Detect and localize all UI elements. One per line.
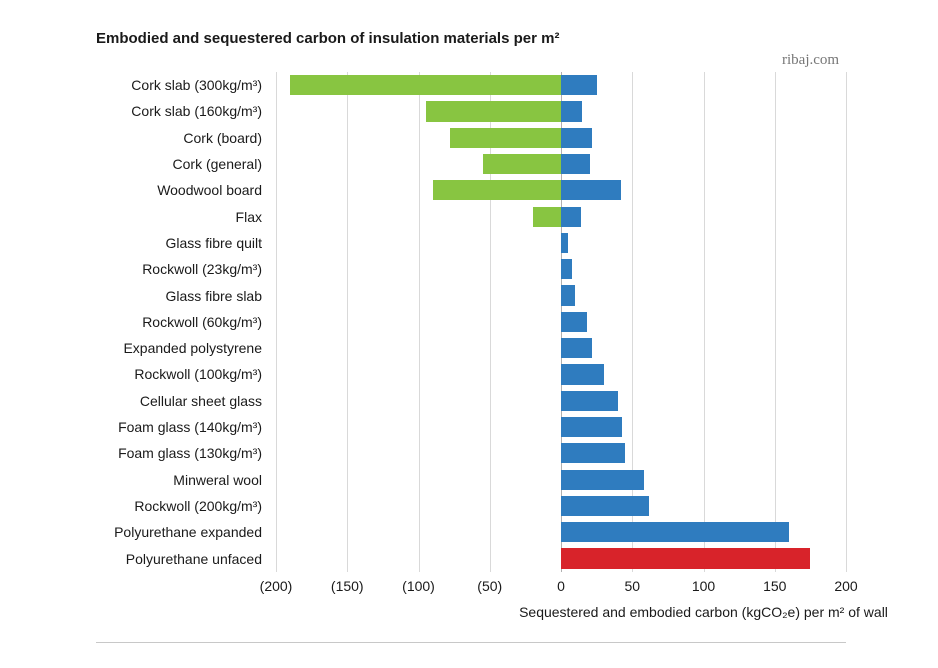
bar-row-label: Expanded polystyrene	[123, 341, 276, 355]
bar-row-label: Minweral wool	[173, 473, 276, 487]
bar-row-label: Cellular sheet glass	[140, 394, 276, 408]
x-tick-label: 150	[763, 578, 786, 594]
bar-row: Expanded polystyrene	[276, 335, 846, 361]
bar-positive	[561, 75, 597, 95]
chart-source: ribaj.com	[782, 52, 839, 69]
bar-positive	[561, 391, 618, 411]
bar-positive	[561, 101, 582, 121]
x-tick-label: (200)	[260, 578, 293, 594]
bar-row-label: Rockwoll (100kg/m³)	[134, 367, 276, 381]
bar-row: Polyurethane expanded	[276, 519, 846, 545]
bar-row: Woodwool board	[276, 177, 846, 203]
bar-row-label: Woodwool board	[157, 183, 276, 197]
bar-row: Rockwoll (23kg/m³)	[276, 256, 846, 282]
x-axis-title: Sequestered and embodied carbon (kgCO₂e)…	[519, 604, 888, 620]
x-tick-label: (50)	[477, 578, 502, 594]
bar-positive	[561, 470, 644, 490]
bar-positive	[561, 285, 575, 305]
bar-negative	[426, 101, 561, 121]
bar-positive	[561, 207, 581, 227]
bar-positive	[561, 496, 649, 516]
bar-row-label: Rockwoll (60kg/m³)	[142, 315, 276, 329]
bar-negative	[483, 154, 561, 174]
bar-row: Glass fibre quilt	[276, 230, 846, 256]
bar-row: Cork slab (300kg/m³)	[276, 72, 846, 98]
bar-row-label: Polyurethane expanded	[114, 525, 276, 539]
bar-positive	[561, 233, 568, 253]
bar-row-label: Foam glass (130kg/m³)	[118, 446, 276, 460]
bar-row: Rockwoll (60kg/m³)	[276, 309, 846, 335]
bottom-rule	[96, 642, 846, 643]
bar-row: Foam glass (130kg/m³)	[276, 440, 846, 466]
bar-row-label: Glass fibre slab	[166, 289, 276, 303]
bar-positive	[561, 180, 621, 200]
bar-row: Rockwoll (200kg/m³)	[276, 493, 846, 519]
bar-positive	[561, 364, 604, 384]
bar-row: Cellular sheet glass	[276, 388, 846, 414]
plot-area: (200)(150)(100)(50)050100150200Cork slab…	[276, 72, 846, 572]
bar-row: Rockwoll (100kg/m³)	[276, 361, 846, 387]
bar-row: Cork (general)	[276, 151, 846, 177]
x-tick-label: 50	[624, 578, 640, 594]
bar-row-label: Cork (general)	[173, 157, 276, 171]
bar-row-label: Polyurethane unfaced	[126, 552, 276, 566]
bar-positive	[561, 338, 592, 358]
bar-row-label: Cork slab (300kg/m³)	[131, 78, 276, 92]
bar-row: Foam glass (140kg/m³)	[276, 414, 846, 440]
bar-negative	[290, 75, 561, 95]
bar-row-label: Cork slab (160kg/m³)	[131, 104, 276, 118]
bar-positive	[561, 312, 587, 332]
bar-positive	[561, 548, 810, 568]
bar-row: Polyurethane unfaced	[276, 545, 846, 571]
x-tick-label: 200	[834, 578, 857, 594]
bar-row-label: Rockwoll (23kg/m³)	[142, 262, 276, 276]
bar-positive	[561, 522, 789, 542]
bar-row-label: Foam glass (140kg/m³)	[118, 420, 276, 434]
bar-row: Glass fibre slab	[276, 282, 846, 308]
x-tick-label: 0	[557, 578, 565, 594]
bar-positive	[561, 259, 572, 279]
bar-row-label: Rockwoll (200kg/m³)	[134, 499, 276, 513]
bar-row-label: Glass fibre quilt	[166, 236, 276, 250]
x-tick-label: 100	[692, 578, 715, 594]
bar-negative	[533, 207, 562, 227]
bar-row-label: Cork (board)	[183, 131, 276, 145]
chart-root: Embodied and sequestered carbon of insul…	[0, 0, 938, 668]
bar-positive	[561, 417, 622, 437]
bar-row-label: Flax	[236, 210, 276, 224]
x-tick-label: (150)	[331, 578, 364, 594]
x-tick-label: (100)	[402, 578, 435, 594]
gridline	[846, 72, 847, 572]
bar-row: Flax	[276, 204, 846, 230]
bar-negative	[433, 180, 561, 200]
bar-negative	[450, 128, 561, 148]
bar-positive	[561, 128, 592, 148]
bar-row: Cork (board)	[276, 125, 846, 151]
chart-title: Embodied and sequestered carbon of insul…	[96, 30, 559, 47]
bar-row: Minweral wool	[276, 467, 846, 493]
bar-row: Cork slab (160kg/m³)	[276, 98, 846, 124]
bar-positive	[561, 154, 590, 174]
bar-positive	[561, 443, 625, 463]
